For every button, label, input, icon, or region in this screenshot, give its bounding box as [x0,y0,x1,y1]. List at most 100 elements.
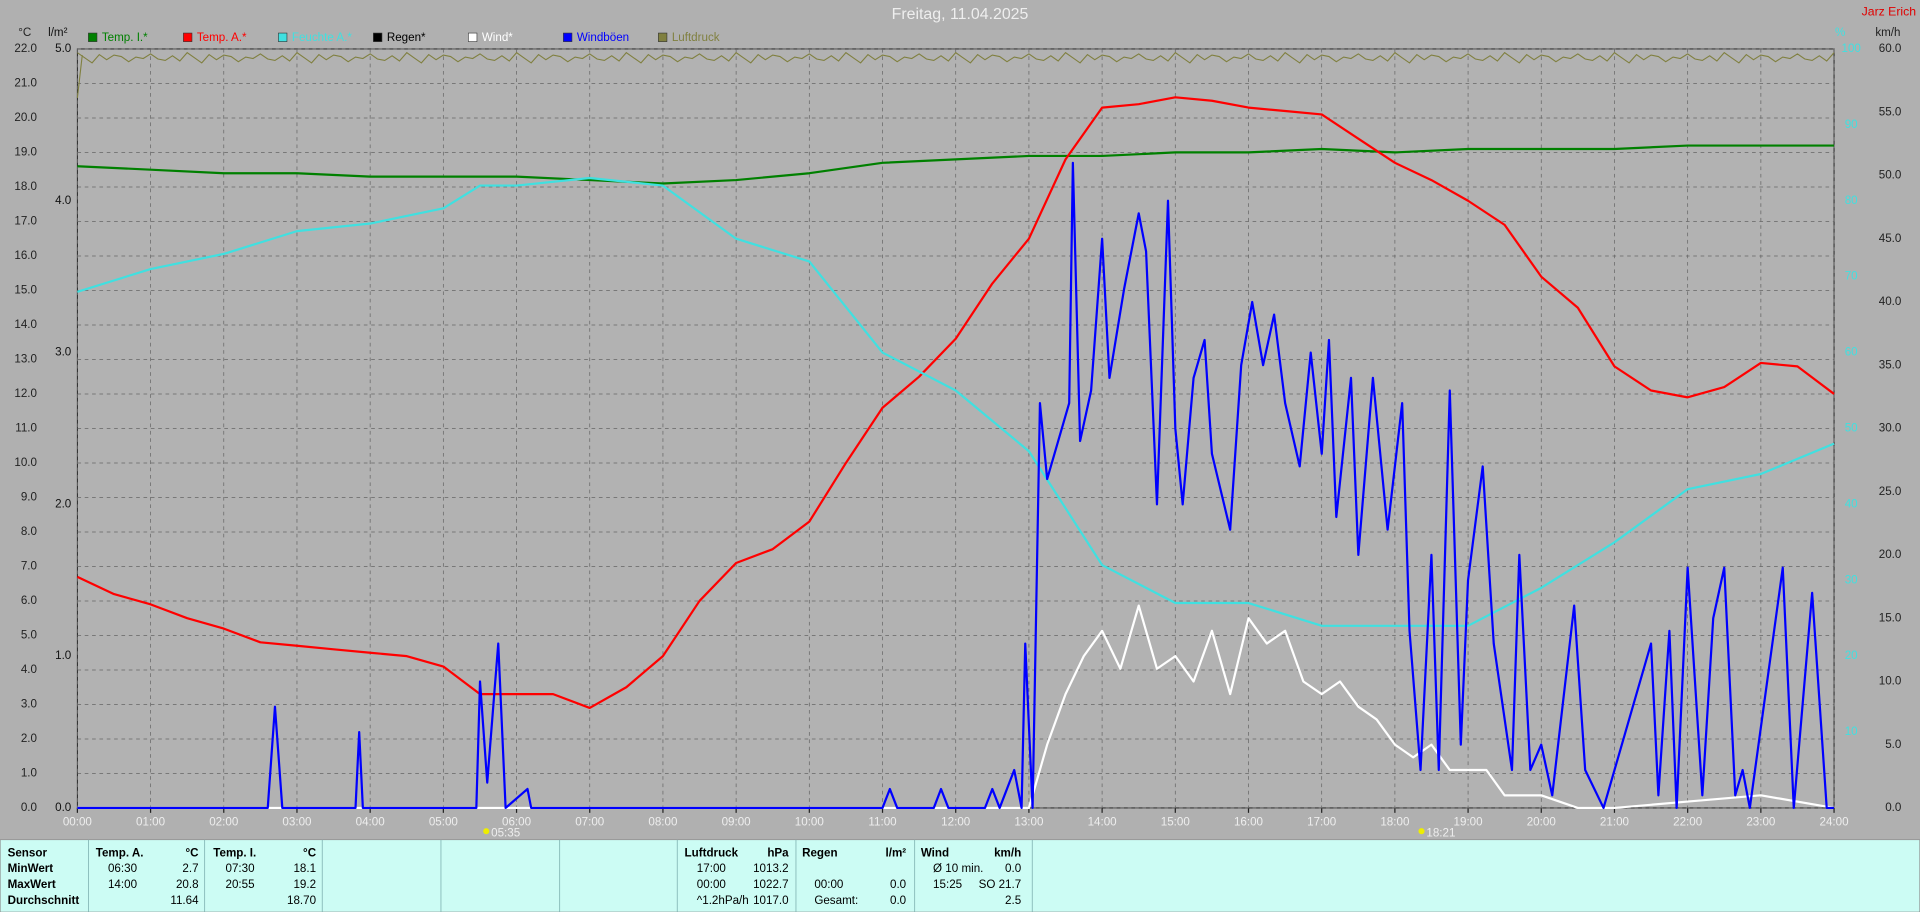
axis-unit: km/h [1875,26,1900,39]
y-tick-label: 60.0 [1879,42,1902,55]
y-tick-label: 9.0 [21,491,37,504]
axis-unit: l/m² [48,26,67,39]
table-cell: 06:30 [108,862,137,875]
legend-swatch [373,32,383,42]
y-tick-label: 10 [1845,725,1858,738]
x-tick-label: 02:00 [209,816,238,829]
x-tick-label: 19:00 [1454,816,1483,829]
legend-label: Temp. A.* [197,31,247,44]
table-cell: Ø 10 min. [933,862,983,875]
x-tick-label: 17:00 [1307,816,1336,829]
x-tick-label: 06:00 [502,816,531,829]
x-tick-label: 00:00 [63,816,92,829]
legend-swatch [658,32,668,42]
y-tick-label: 60 [1845,346,1858,359]
x-tick-label: 04:00 [356,816,385,829]
series-line [77,176,1835,627]
y-tick-label: 40.0 [1879,295,1902,308]
legend-swatch [183,32,193,42]
x-tick-label: 16:00 [1234,816,1263,829]
y-tick-label: 40 [1845,497,1858,510]
y-tick-label: 19.0 [14,146,37,159]
author: Jarz Erich [1862,4,1917,18]
table-cell: 20:55 [226,878,255,891]
y-tick-label: 4.0 [21,663,37,676]
x-tick-label: 13:00 [1014,816,1043,829]
row-label: MaxWert [8,878,56,891]
table-cell: 2.7 [182,862,198,875]
table-header: hPa [767,846,789,859]
y-tick-label: 21.0 [14,77,37,90]
series-line [77,161,1835,810]
y-tick-label: 22.0 [14,42,37,55]
y-tick-label: 4.0 [55,194,71,207]
legend-label: Wind* [482,31,513,44]
y-tick-label: 5.0 [21,629,37,642]
y-tick-label: 5.0 [1885,738,1901,751]
y-tick-label: 50.0 [1879,169,1902,182]
x-tick-label: 05:00 [429,816,458,829]
table-cell: 19.2 [293,878,316,891]
x-tick-label: 21:00 [1600,816,1629,829]
table-header: l/m² [885,846,906,859]
y-tick-label: 17.0 [14,215,37,228]
table-header: Regen [802,846,837,859]
y-tick-label: 1.0 [21,767,37,780]
table-dividers [88,839,1033,912]
y-tick-label: 15.0 [1879,611,1902,624]
y-tick-label: 12.0 [14,387,37,400]
x-tick-label: 08:00 [648,816,677,829]
row-label: MinWert [8,862,54,875]
y-tick-label: 7.0 [21,560,37,573]
y-tick-label: 5.0 [55,42,71,55]
y-tick-label: 90 [1845,118,1858,131]
y-tick-label: 20 [1845,649,1858,662]
table-cell: ^1.2hPa/h [697,894,749,907]
y-tick-label: 20.0 [1879,548,1902,561]
table-cell: 1013.2 [753,862,789,875]
x-tick-label: 22:00 [1673,816,1702,829]
x-tick-label: 10:00 [795,816,824,829]
y-tick-label: 10.0 [14,456,37,469]
table-cell: 18.70 [287,894,316,907]
legend-swatch [563,32,573,42]
y-tick-label: 16.0 [14,249,37,262]
legend-swatch [88,32,98,42]
y-tick-label: 0.0 [1885,801,1901,814]
y-tick-label: 15.0 [14,284,37,297]
table-header: km/h [994,846,1021,859]
y-tick-label: 100 [1842,42,1861,55]
x-tick-label: 01:00 [136,816,165,829]
y-tick-label: 50 [1845,422,1858,435]
table-cell: 00:00 [697,878,726,891]
legend-label: Temp. I.* [102,31,148,44]
y-tick-label: 1.0 [55,649,71,662]
legend-swatch [468,32,478,42]
sunset-icon [1418,828,1425,835]
table-cell: 1017.0 [753,894,789,907]
y-tick-label: 0.0 [55,801,71,814]
y-tick-label: 14.0 [14,318,37,331]
y-tick-label: 70 [1845,270,1858,283]
y-tick-label: 3.0 [55,346,71,359]
table-cell: 1022.7 [753,878,789,891]
table-cell: 2.5 [1005,894,1021,907]
y-tick-label: 20.0 [14,111,37,124]
y-tick-label: 2.0 [21,732,37,745]
y-tick-label: 8.0 [21,525,37,538]
y-tick-label: 45.0 [1879,232,1902,245]
y-tick-label: 18.0 [14,180,37,193]
series-line [77,144,1835,185]
table-cell: 0.0 [1005,862,1021,875]
legend-swatch [278,32,288,42]
legend-label: Luftdruck [672,31,720,44]
sunrise: 05:35 [491,827,520,840]
table-cell: 11.64 [170,894,199,907]
sunset: 18:21 [1426,827,1455,840]
table-cell: 18.1 [293,862,316,875]
stats-background [0,839,1920,912]
axis-unit: % [1835,26,1845,39]
table-cell: 17:00 [697,862,726,875]
y-tick-label: 0.0 [21,801,37,814]
